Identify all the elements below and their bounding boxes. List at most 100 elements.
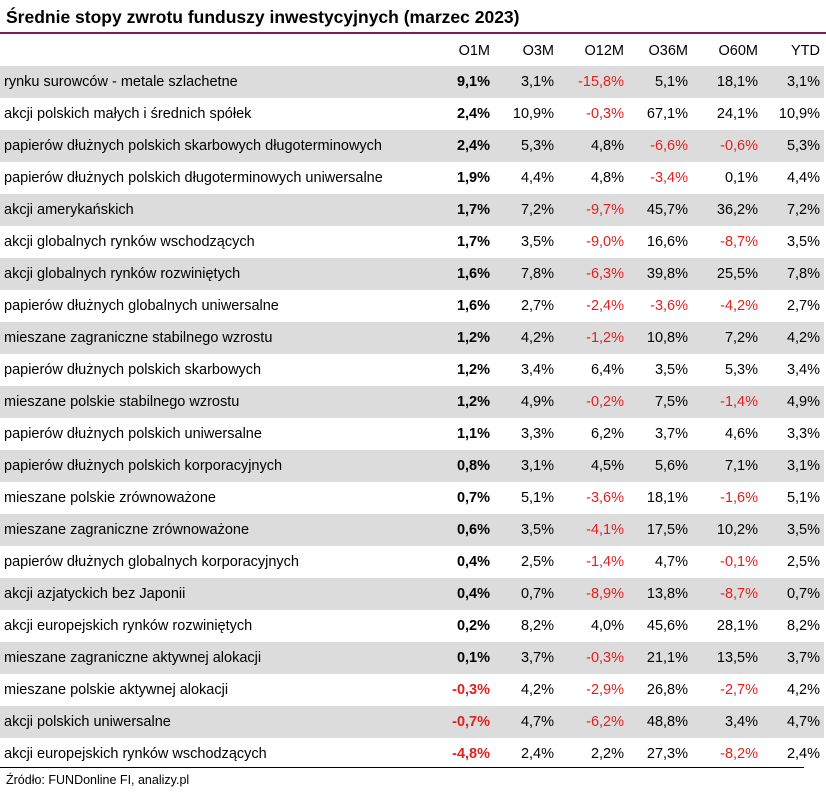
column-header-o36m: O36M [648, 42, 689, 59]
table-row: papierów dłużnych polskich uniwersalne 1,… [0, 418, 824, 450]
return-cell-o12m: -3,6% [558, 482, 628, 514]
column-header-o60m: O60M [718, 42, 759, 59]
return-cell-o3m: 0,7% [494, 578, 558, 610]
return-cell-o12m: 2,2% [558, 738, 628, 770]
return-cell-o1m: 1,2% [428, 386, 494, 418]
return-cell-o3m: 2,7% [494, 290, 558, 322]
fund-category-cell: akcji globalnych rynków wschodzących [0, 226, 428, 258]
table-body: rynku surowców - metale szlachetne 9,1% 3,… [0, 66, 824, 770]
return-cell-o60m: 36,2% [692, 194, 762, 226]
return-cell-o12m: -0,2% [558, 386, 628, 418]
table-header-row: O1M O3M O12M O36M O60M YTD [0, 35, 824, 66]
return-cell-o36m: 21,1% [628, 642, 692, 674]
return-cell-o1m: 2,4% [428, 130, 494, 162]
return-cell-ytd: 8,2% [762, 610, 824, 642]
fund-category-cell: akcji azjatyckich bez Japonii [0, 578, 428, 610]
return-cell-o1m: 0,7% [428, 482, 494, 514]
return-cell-o36m: 4,7% [628, 546, 692, 578]
fund-category-cell: akcji polskich uniwersalne [0, 706, 428, 738]
fund-category-cell: akcji amerykańskich [0, 194, 428, 226]
return-cell-o3m: 3,5% [494, 226, 558, 258]
fund-category-cell: mieszane zagraniczne aktywnej alokacji [0, 642, 428, 674]
return-cell-o3m: 3,4% [494, 354, 558, 386]
return-cell-ytd: 4,2% [762, 674, 824, 706]
return-cell-o3m: 10,9% [494, 98, 558, 130]
return-cell-o1m: 1,6% [428, 258, 494, 290]
return-cell-o12m: 4,8% [558, 130, 628, 162]
return-cell-ytd: 4,4% [762, 162, 824, 194]
return-cell-o12m: -4,1% [558, 514, 628, 546]
table-row: akcji polskich uniwersalne -0,7% 4,7% -6,2%… [0, 706, 824, 738]
page-title: Średnie stopy zwrotu funduszy inwestycyj… [6, 7, 520, 27]
return-cell-o36m: 17,5% [628, 514, 692, 546]
return-cell-o36m: 3,5% [628, 354, 692, 386]
return-cell-o12m: -6,2% [558, 706, 628, 738]
returns-table: O1M O3M O12M O36M O60M YTD rynku surowcó… [0, 35, 824, 770]
return-cell-o60m: 7,1% [692, 450, 762, 482]
return-cell-ytd: 7,8% [762, 258, 824, 290]
return-cell-o36m: 45,7% [628, 194, 692, 226]
return-cell-o36m: 39,8% [628, 258, 692, 290]
return-cell-o3m: 3,1% [494, 450, 558, 482]
return-cell-o36m: 5,6% [628, 450, 692, 482]
return-cell-o12m: -15,8% [558, 66, 628, 98]
table-row: mieszane zagraniczne aktywnej alokacji 0,… [0, 642, 824, 674]
return-cell-o60m: -8,2% [692, 738, 762, 770]
fund-category-cell: akcji polskich małych i średnich spółek [0, 98, 428, 130]
return-cell-o1m: 0,1% [428, 642, 494, 674]
return-cell-o60m: 7,2% [692, 322, 762, 354]
return-cell-o60m: -1,4% [692, 386, 762, 418]
return-cell-o1m: 1,1% [428, 418, 494, 450]
table-row: papierów dłużnych globalnych korporacyjn… [0, 546, 824, 578]
fund-category-cell: akcji europejskich rynków rozwiniętych [0, 610, 428, 642]
return-cell-o36m: 45,6% [628, 610, 692, 642]
return-cell-ytd: 3,4% [762, 354, 824, 386]
return-cell-o3m: 3,7% [494, 642, 558, 674]
table-row: mieszane zagraniczne zrównoważone 0,6% 3,5… [0, 514, 824, 546]
return-cell-o12m: 4,5% [558, 450, 628, 482]
return-cell-ytd: 10,9% [762, 98, 824, 130]
return-cell-ytd: 7,2% [762, 194, 824, 226]
fund-category-cell: rynku surowców - metale szlachetne [0, 66, 428, 98]
return-cell-o60m: 4,6% [692, 418, 762, 450]
return-cell-o60m: -1,6% [692, 482, 762, 514]
return-cell-o12m: -9,0% [558, 226, 628, 258]
return-cell-o12m: -9,7% [558, 194, 628, 226]
return-cell-o60m: 10,2% [692, 514, 762, 546]
return-cell-o60m: -8,7% [692, 578, 762, 610]
return-cell-o12m: 4,0% [558, 610, 628, 642]
return-cell-o1m: 1,7% [428, 226, 494, 258]
return-cell-o1m: 0,2% [428, 610, 494, 642]
return-cell-ytd: 2,4% [762, 738, 824, 770]
return-cell-ytd: 2,7% [762, 290, 824, 322]
return-cell-o36m: 16,6% [628, 226, 692, 258]
source-note: Źródło: FUNDonline FI, analizy.pl [6, 773, 190, 787]
return-cell-o12m: -0,3% [558, 642, 628, 674]
return-cell-o3m: 4,4% [494, 162, 558, 194]
table-row: mieszane polskie stabilnego wzrostu 1,2% 4… [0, 386, 824, 418]
return-cell-o1m: 0,4% [428, 578, 494, 610]
fund-category-cell: papierów dłużnych polskich skarbowych dł… [0, 130, 428, 162]
return-cell-ytd: 3,7% [762, 642, 824, 674]
column-header-name [0, 35, 428, 66]
return-cell-o60m: 5,3% [692, 354, 762, 386]
return-cell-ytd: 4,7% [762, 706, 824, 738]
return-cell-o1m: 1,6% [428, 290, 494, 322]
return-cell-o1m: -0,3% [428, 674, 494, 706]
fund-category-cell: mieszane polskie aktywnej alokacji [0, 674, 428, 706]
return-cell-ytd: 5,3% [762, 130, 824, 162]
return-cell-o12m: -2,4% [558, 290, 628, 322]
return-cell-o60m: -0,1% [692, 546, 762, 578]
return-cell-o1m: 2,4% [428, 98, 494, 130]
return-cell-o1m: 0,6% [428, 514, 494, 546]
return-cell-o3m: 3,5% [494, 514, 558, 546]
return-cell-o12m: 4,8% [558, 162, 628, 194]
return-cell-o60m: 28,1% [692, 610, 762, 642]
return-cell-o36m: -6,6% [628, 130, 692, 162]
return-cell-o3m: 3,1% [494, 66, 558, 98]
return-cell-o12m: -8,9% [558, 578, 628, 610]
return-cell-ytd: 3,5% [762, 514, 824, 546]
return-cell-o3m: 3,3% [494, 418, 558, 450]
return-cell-o36m: -3,4% [628, 162, 692, 194]
return-cell-ytd: 4,9% [762, 386, 824, 418]
